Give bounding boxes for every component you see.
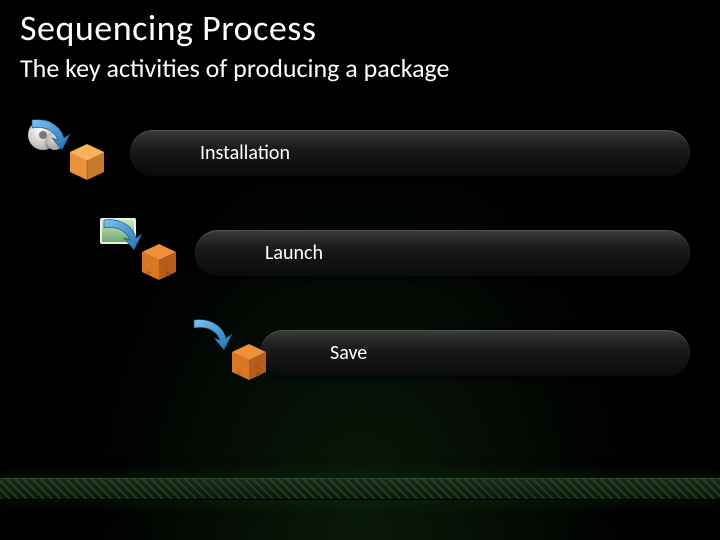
steps-container: Installation [0,130,720,430]
footer-accent-bar [0,478,720,500]
launch-icon [100,218,190,288]
box-icon [228,340,270,382]
step-save: Save [0,330,720,390]
slide-title: Sequencing Process [20,6,316,50]
step-pill: Save [260,330,690,376]
step-pill: Installation [130,130,690,176]
installation-icon [28,118,118,188]
save-icon [190,318,280,388]
step-label: Launch [265,241,323,265]
step-pill: Launch [195,230,690,276]
box-icon [138,240,180,282]
slide: { "title": "Sequencing Process", "subtit… [0,0,720,540]
step-launch: Launch [0,230,720,290]
box-icon [66,140,108,182]
step-label: Installation [200,141,290,165]
slide-subtitle: The key activities of producing a packag… [20,52,449,84]
step-installation: Installation [0,130,720,190]
step-label: Save [330,341,367,365]
